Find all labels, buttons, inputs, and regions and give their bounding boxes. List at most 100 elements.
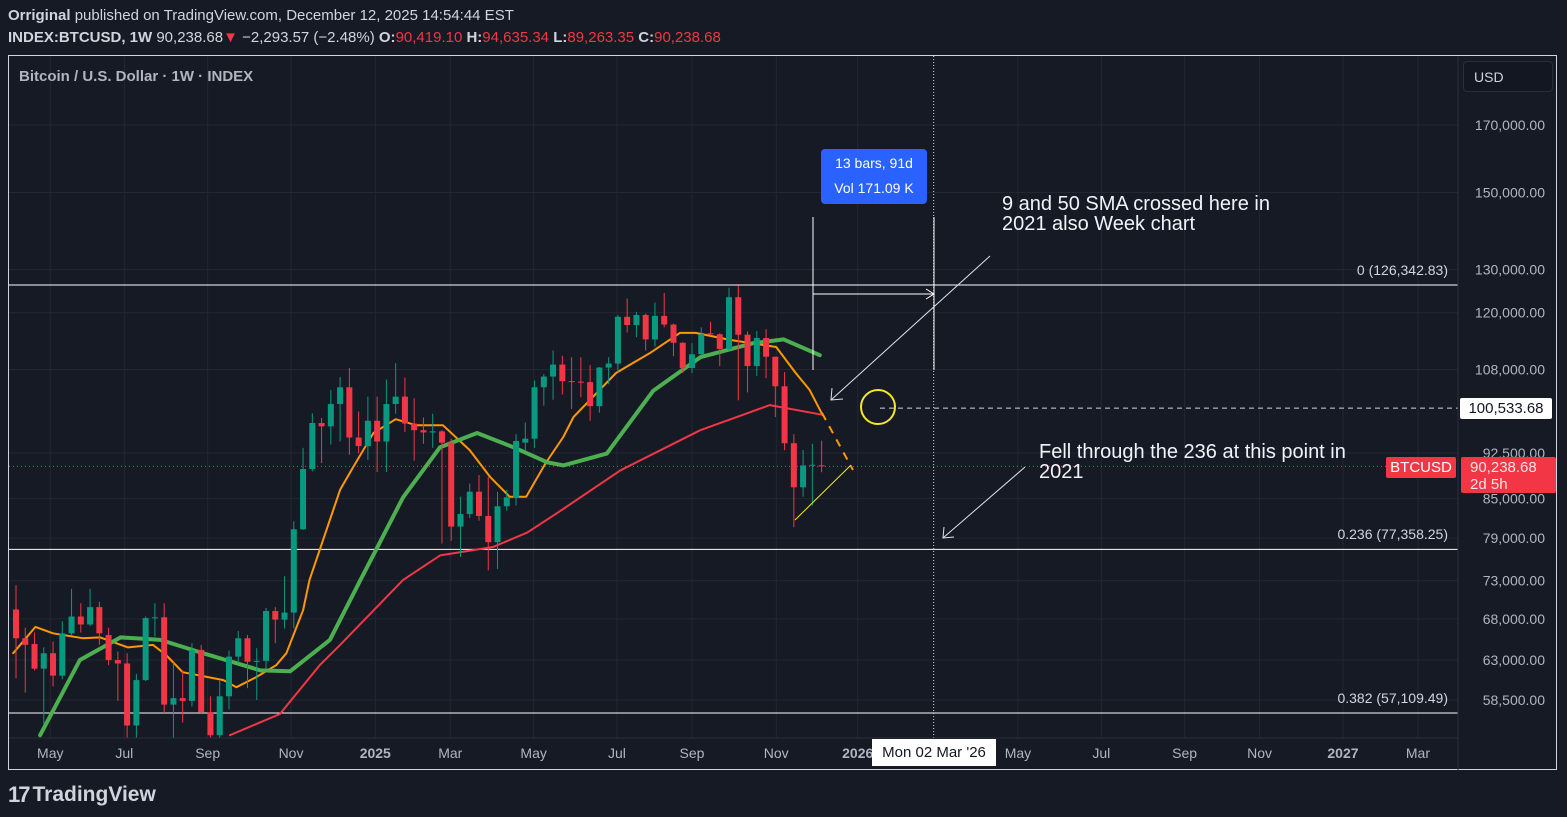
candle-body [68,616,75,634]
note-line: 2021 [1039,461,1084,483]
candle [688,343,695,374]
time-tick-label: Sep [195,745,220,761]
candle [726,287,733,351]
note-sma-cross[interactable]: 9 and 50 SMA crossed here in 2021 also W… [1002,194,1270,234]
candle-body [596,367,603,407]
candle [550,350,557,400]
candle-body [281,612,288,620]
candle [438,430,445,544]
candle [753,331,760,377]
candle [337,377,344,442]
candle [494,491,501,569]
candle-body [151,617,158,619]
candle-body [679,342,686,369]
candle [318,418,325,464]
logo-text: TradingView [32,783,156,806]
candle [13,585,19,679]
candle-body [809,464,816,466]
candle-body [401,396,408,424]
candle [577,357,584,398]
currency-button[interactable]: USD [1463,61,1553,92]
candle [96,601,103,645]
candle [457,496,464,557]
candle [300,447,307,530]
candle [179,670,186,723]
candle-body [781,386,788,444]
candle-body [438,431,445,443]
tradingview-logo[interactable]: 17 TradingView [8,782,156,808]
candle-body [503,497,510,507]
note-line: 9 and 50 SMA crossed here in [1002,193,1270,215]
note-fell-through[interactable]: Fell through the 236 at this point in 20… [1039,442,1346,482]
candle [559,355,566,395]
price-axis: 170,000.00 150,000.00 130,000.00 120,000.00… [1457,56,1545,770]
time-tick-label: Mar [1406,745,1430,761]
candle-body [744,334,751,367]
last-price: 90,238.68 [156,29,224,46]
price-tick-label: 120,000.00 [1475,305,1545,321]
candle-body [253,660,260,662]
price-change: −2,293.57 (−2.48%) [242,29,375,46]
fib-label-0: 0 (126,342.83) [1356,262,1448,278]
candle-body [31,644,38,669]
crosshair-price-label: 100,533.68 [1460,398,1552,419]
candle-body [716,334,723,349]
trend-line [794,464,852,521]
time-tick-label: May [520,745,546,761]
candle [429,413,436,448]
candle [476,475,482,521]
candle [253,648,260,700]
candle [77,603,84,633]
last-price-value: 90,238.68 [1470,459,1537,476]
candle [772,356,779,417]
candle-body [244,638,251,662]
candle [50,641,57,687]
candle-body [235,638,242,657]
price-tick-label: 130,000.00 [1475,262,1545,278]
arrowhead-icon [942,526,955,539]
candle-body [290,529,297,613]
author-name[interactable]: Orriginal [8,7,71,24]
sma-mid-line [38,337,822,738]
time-tick-label: Sep [680,745,705,761]
time-tick-label: 2027 [1327,745,1358,761]
candle-body [87,607,94,625]
candle-body [522,438,529,443]
candle-body [40,653,47,669]
candle-body [318,422,325,427]
candle [225,650,232,710]
candle [87,588,94,627]
candle [133,673,140,738]
candle-body [374,420,381,442]
candle [40,647,47,724]
candle [151,603,158,637]
candle-body [735,297,742,335]
note-line: Fell through the 236 at this point in [1039,441,1346,463]
candle [142,616,149,681]
candle-body [651,315,658,340]
bar-countdown: 2d 5h [1470,476,1508,493]
time-tick-label: Sep [1172,745,1197,761]
candle [244,634,251,689]
candle-body [420,430,427,433]
candle [587,365,594,421]
candle [114,651,121,701]
candle [448,438,455,541]
candle-body [642,314,649,340]
published-text: published on TradingView.com, December 1… [74,7,514,24]
candle [411,398,418,461]
candle [466,483,473,518]
candle [198,644,205,714]
candle-body [494,506,501,543]
candle-body [726,297,733,349]
projected-sma-line [821,412,854,471]
candle [485,476,492,571]
candle-body [605,363,612,368]
price-tick-label: 58,500.00 [1483,692,1545,708]
annotation-arrow [830,255,991,401]
candle-body [513,440,520,498]
close-value: 90,238.68 [654,29,721,46]
candle [800,450,807,497]
candle [633,311,640,338]
